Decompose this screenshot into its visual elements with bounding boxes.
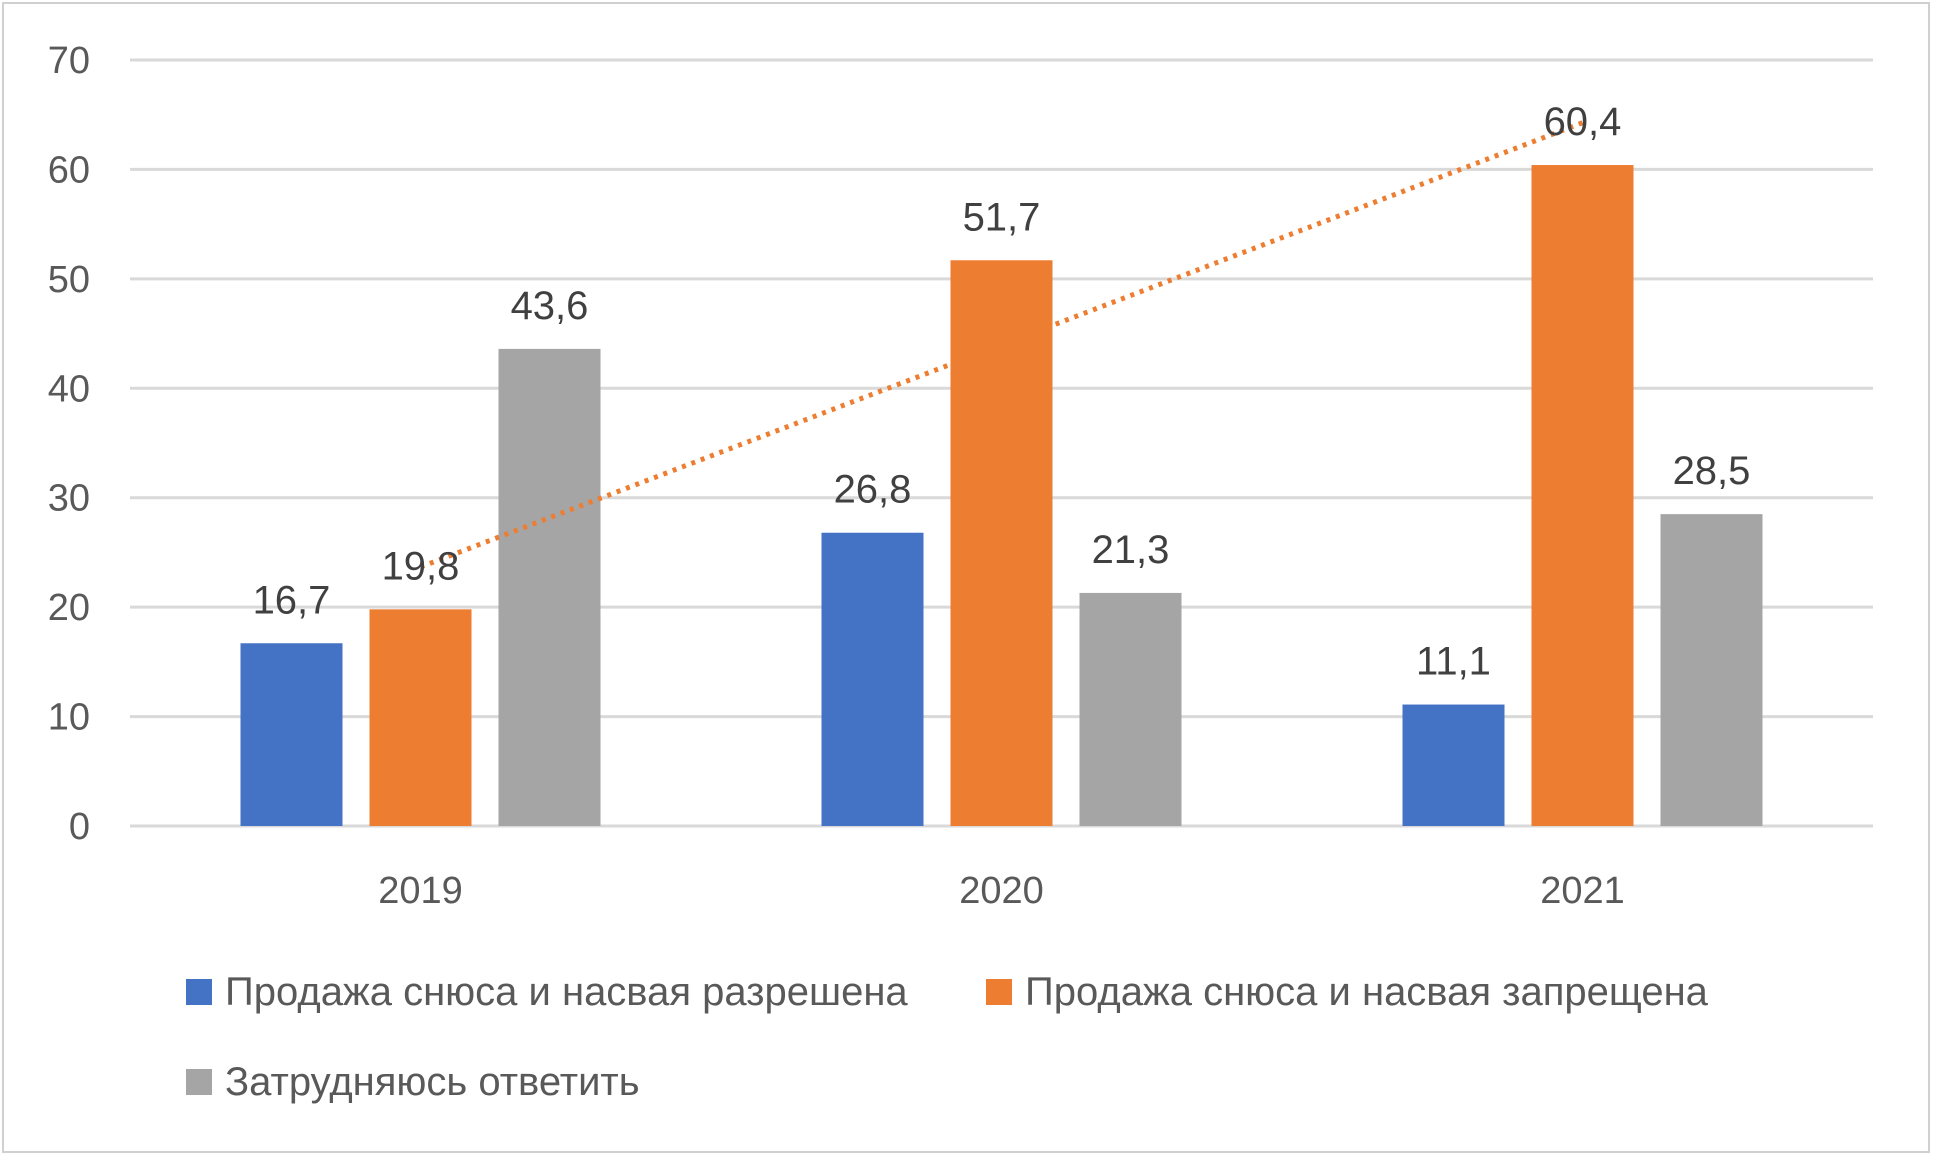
x-tick-label: 2020 <box>959 870 1044 912</box>
legend-item: Затрудняюсь ответить <box>186 1060 640 1104</box>
y-axis-ticks: 0 10 20 30 40 50 60 70 <box>48 40 90 848</box>
x-tick-label: 2021 <box>1540 870 1625 912</box>
legend-item: Продажа снюса и насвая запрещена <box>986 970 1709 1014</box>
y-tick-label: 0 <box>69 806 90 848</box>
bars <box>240 165 1763 827</box>
data-label: 43,6 <box>511 284 589 328</box>
legend-label: Продажа снюса и насвая запрещена <box>1025 970 1709 1014</box>
bar <box>1079 592 1182 826</box>
data-label: 60,4 <box>1544 100 1622 144</box>
y-tick-label: 30 <box>48 478 90 520</box>
y-tick-label: 50 <box>48 259 90 301</box>
legend-swatch <box>186 979 212 1005</box>
trendline <box>419 120 1584 570</box>
legend-swatch <box>986 979 1012 1005</box>
bar <box>1402 704 1505 826</box>
bar <box>1660 514 1763 826</box>
data-label: 16,7 <box>253 578 331 622</box>
data-labels: 16,7 26,8 11,1 19,8 51,7 60,4 43,6 21,3 28,5 <box>253 100 1751 683</box>
x-axis-ticks: 2019 2020 2021 <box>378 870 1625 912</box>
bar <box>1531 165 1634 827</box>
data-label: 21,3 <box>1092 528 1170 572</box>
y-tick-label: 40 <box>48 368 90 410</box>
bar <box>498 348 601 826</box>
data-label: 28,5 <box>1673 449 1751 493</box>
legend: Продажа снюса и насвая разрешена Продажа … <box>186 970 1709 1104</box>
legend-label: Продажа снюса и насвая разрешена <box>225 970 908 1014</box>
y-tick-label: 20 <box>48 587 90 629</box>
bar <box>950 260 1053 826</box>
data-label: 51,7 <box>963 195 1041 239</box>
trendline-path <box>419 120 1584 570</box>
legend-swatch <box>186 1069 212 1095</box>
y-tick-label: 60 <box>48 149 90 191</box>
data-label: 19,8 <box>382 544 460 588</box>
legend-label: Затрудняюсь ответить <box>225 1060 640 1104</box>
bar <box>240 643 343 826</box>
x-tick-label: 2019 <box>378 870 463 912</box>
bar <box>821 532 924 826</box>
data-label: 11,1 <box>1416 640 1491 684</box>
y-tick-label: 10 <box>48 697 90 739</box>
legend-item: Продажа снюса и насвая разрешена <box>186 970 908 1014</box>
y-tick-label: 70 <box>48 40 90 82</box>
bar <box>369 609 472 826</box>
data-label: 26,8 <box>834 468 912 512</box>
